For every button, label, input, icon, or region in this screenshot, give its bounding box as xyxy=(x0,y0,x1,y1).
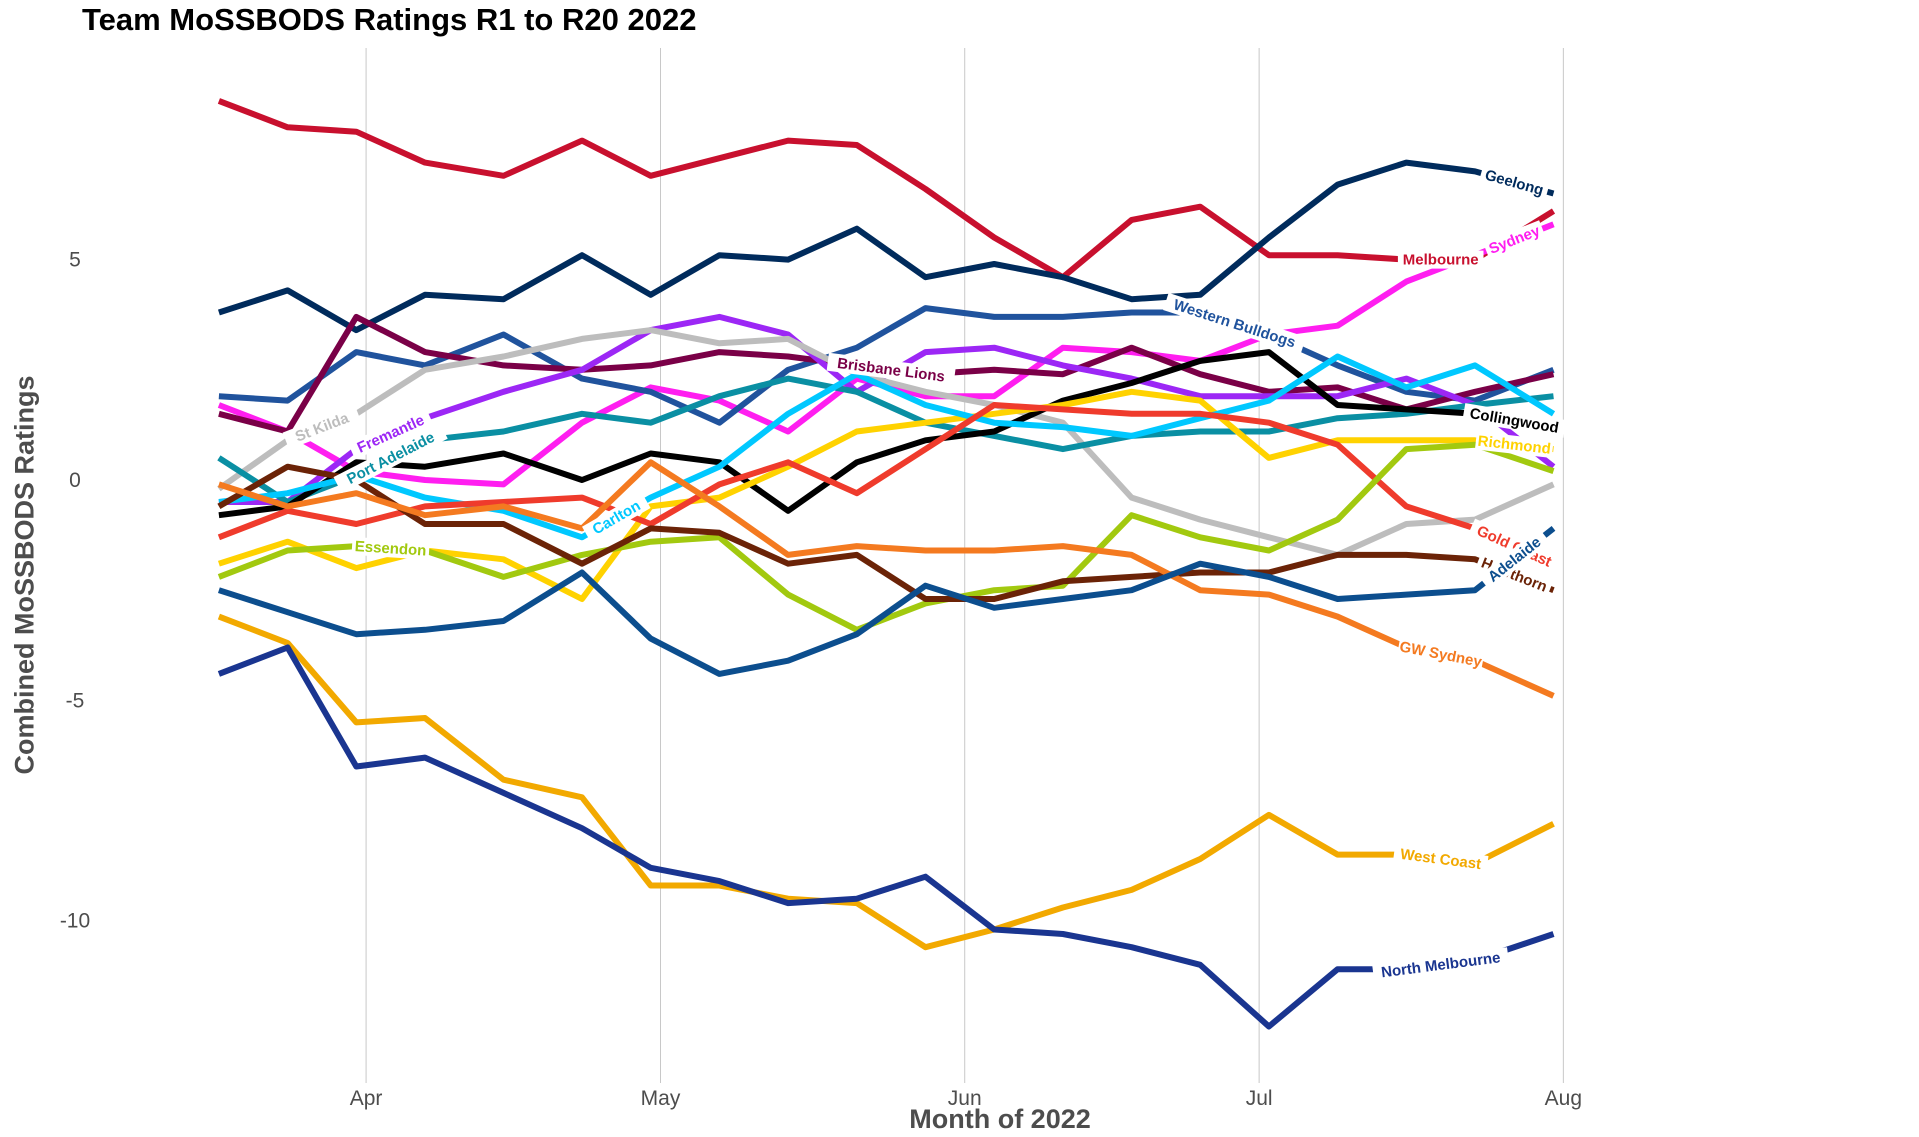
series-label-bg xyxy=(1163,292,1307,355)
series-line-north-melbourne xyxy=(217,644,1555,1030)
series-label-bg xyxy=(1482,220,1546,260)
series-label-north-melbourne: North Melbourne xyxy=(1372,947,1510,983)
series-line-west-coast xyxy=(217,613,1555,951)
series-label-bg xyxy=(826,352,956,387)
series-label-text: Sydney xyxy=(1487,222,1543,258)
series-line-adelaide xyxy=(217,526,1556,677)
series-label-text: GW Sydney xyxy=(1398,638,1484,671)
chart-title: Team MoSSBODS Ratings R1 to R20 2022 xyxy=(82,2,697,37)
series-label-bg xyxy=(351,536,430,560)
series-line-gw-sydney xyxy=(217,459,1555,699)
series-label-bg xyxy=(1478,164,1550,201)
x-tick-label-aug: Aug xyxy=(1545,1087,1582,1110)
series-label-bg xyxy=(1462,403,1567,438)
series-label-text: West Coast xyxy=(1399,846,1482,873)
series-label-geelong: Geelong xyxy=(1478,164,1550,201)
series-label-essendon: Essendon xyxy=(351,536,430,560)
x-tick-label-apr: Apr xyxy=(350,1087,383,1110)
x-axis-ticks: Apr May Jun Jul Aug xyxy=(350,1075,1582,1110)
series-line-melbourne xyxy=(217,98,1556,281)
series-line-gold-coast xyxy=(217,402,1555,567)
series-label-bg xyxy=(1478,528,1551,591)
series-label-bg xyxy=(1397,250,1484,269)
y-axis-ticks: 5 0 -5 -10 xyxy=(60,249,90,933)
series-label-bg xyxy=(1372,947,1510,983)
y-tick-label-minus-5: -5 xyxy=(66,689,85,712)
series-label-gw-sydney: GW Sydney xyxy=(1396,637,1485,672)
series-label-bg xyxy=(1396,637,1485,672)
series-label-text: Geelong xyxy=(1483,167,1545,200)
y-tick-label-0: 0 xyxy=(69,469,81,492)
series-label-bg xyxy=(282,404,362,450)
y-tick-label-5: 5 xyxy=(69,249,81,272)
series-line-western-bulldogs xyxy=(218,305,1555,426)
x-tick-label-jun: Jun xyxy=(948,1087,982,1110)
series-line-essendon xyxy=(217,441,1555,633)
series-label-bg xyxy=(1467,518,1561,574)
series-label-text: Western Bulldogs xyxy=(1171,296,1297,351)
series-line-hawthorn xyxy=(217,463,1555,602)
x-axis-title: Month of 2022 xyxy=(909,1104,1091,1134)
series-label-text: St Kilda xyxy=(293,409,352,445)
x-tick-label-may: May xyxy=(641,1087,681,1110)
grid-lines xyxy=(365,48,1564,1075)
series-label-text: Essendon xyxy=(354,538,427,560)
series-label-bg xyxy=(1474,431,1554,458)
series-line-collingwood xyxy=(218,349,1555,519)
series-label-text: Melbourne xyxy=(1403,252,1479,269)
series-label-bg xyxy=(333,422,448,494)
series-line-geelong xyxy=(217,159,1555,334)
series-label-bg xyxy=(582,492,651,543)
series-lines xyxy=(217,98,1556,1030)
y-tick-label-minus-10: -10 xyxy=(60,910,90,933)
series-line-st-kilda xyxy=(217,327,1555,558)
x-tick-label-jul: Jul xyxy=(1246,1087,1273,1110)
series-label-text: North Melbourne xyxy=(1380,949,1501,981)
series-label-bg xyxy=(347,407,434,460)
series-label-west-coast: West Coast xyxy=(1392,844,1489,874)
series-label-text: Richmond xyxy=(1477,433,1552,458)
series-line-carlton xyxy=(218,353,1556,541)
series-label-bg xyxy=(1392,844,1489,874)
series-label-melbourne: Melbourne xyxy=(1397,250,1484,269)
series-label-sydney: Sydney xyxy=(1482,220,1546,260)
